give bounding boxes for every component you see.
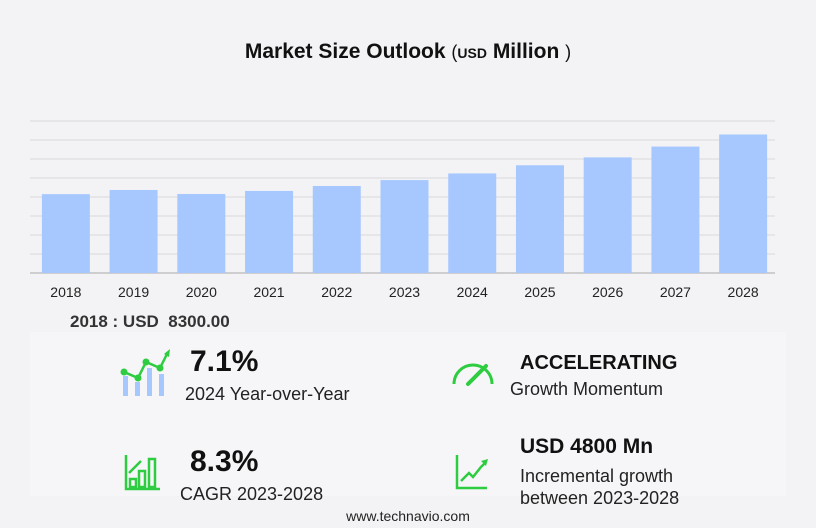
paren-close: ) [565, 42, 572, 62]
x-tick-label: 2028 [728, 284, 759, 300]
cagr-label: CAGR 2023-2028 [180, 484, 324, 504]
x-tick-label: 2021 [253, 284, 284, 300]
x-tick-label: 2020 [186, 284, 217, 300]
bar-chart: 2018 2019 2020 2021 2022 2023 2024 2025 2026 2027… [30, 120, 775, 300]
bar-2018 [41, 194, 90, 273]
title-unit: USD [457, 45, 487, 61]
growth-chart-icon [120, 349, 170, 396]
x-tick-label: 2024 [457, 284, 488, 300]
bar-chart-up-icon [124, 455, 160, 491]
trend-line-icon [455, 455, 488, 490]
x-tick-label: 2019 [118, 284, 149, 300]
bar-2025 [515, 165, 564, 273]
cagr-value: 8.3% [190, 445, 259, 478]
bar-2028 [719, 134, 768, 273]
bar-2020 [177, 193, 226, 273]
incremental-label-1: Incremental growth [520, 466, 674, 486]
bar-2026 [583, 157, 632, 273]
title-text: Market Size Outlook [244, 40, 446, 63]
x-tick-label: 2026 [592, 284, 623, 300]
x-tick-label: 2023 [389, 284, 420, 300]
momentum-label: Growth Momentum [510, 379, 664, 399]
bar-2024 [448, 173, 497, 273]
x-tick-label: 2022 [321, 284, 352, 300]
x-tick-label: 2027 [660, 284, 691, 300]
momentum-value: ACCELERATING [520, 352, 678, 374]
bar-2022 [312, 185, 361, 273]
bar-2019 [109, 189, 158, 273]
chart-title: Market Size Outlook (USD Million ) [0, 40, 816, 64]
bar-2027 [651, 146, 700, 273]
bar-2021 [245, 190, 294, 273]
yoy-value: 7.1% [190, 345, 259, 378]
paren-open: ( [451, 42, 458, 62]
incremental-label-2: between 2023-2028 [520, 488, 680, 508]
footer-url: www.technavio.com [346, 508, 470, 524]
title-unit-word: Million [492, 40, 560, 63]
bar-2023 [380, 180, 429, 273]
base-year-label: 2018 : USD 8300.00 [70, 312, 230, 331]
incremental-value: USD 4800 Mn [520, 435, 654, 458]
x-tick-label: 2025 [524, 284, 555, 300]
yoy-label: 2024 Year-over-Year [185, 384, 350, 404]
speedometer-icon [452, 363, 494, 386]
x-tick-label: 2018 [50, 284, 81, 300]
